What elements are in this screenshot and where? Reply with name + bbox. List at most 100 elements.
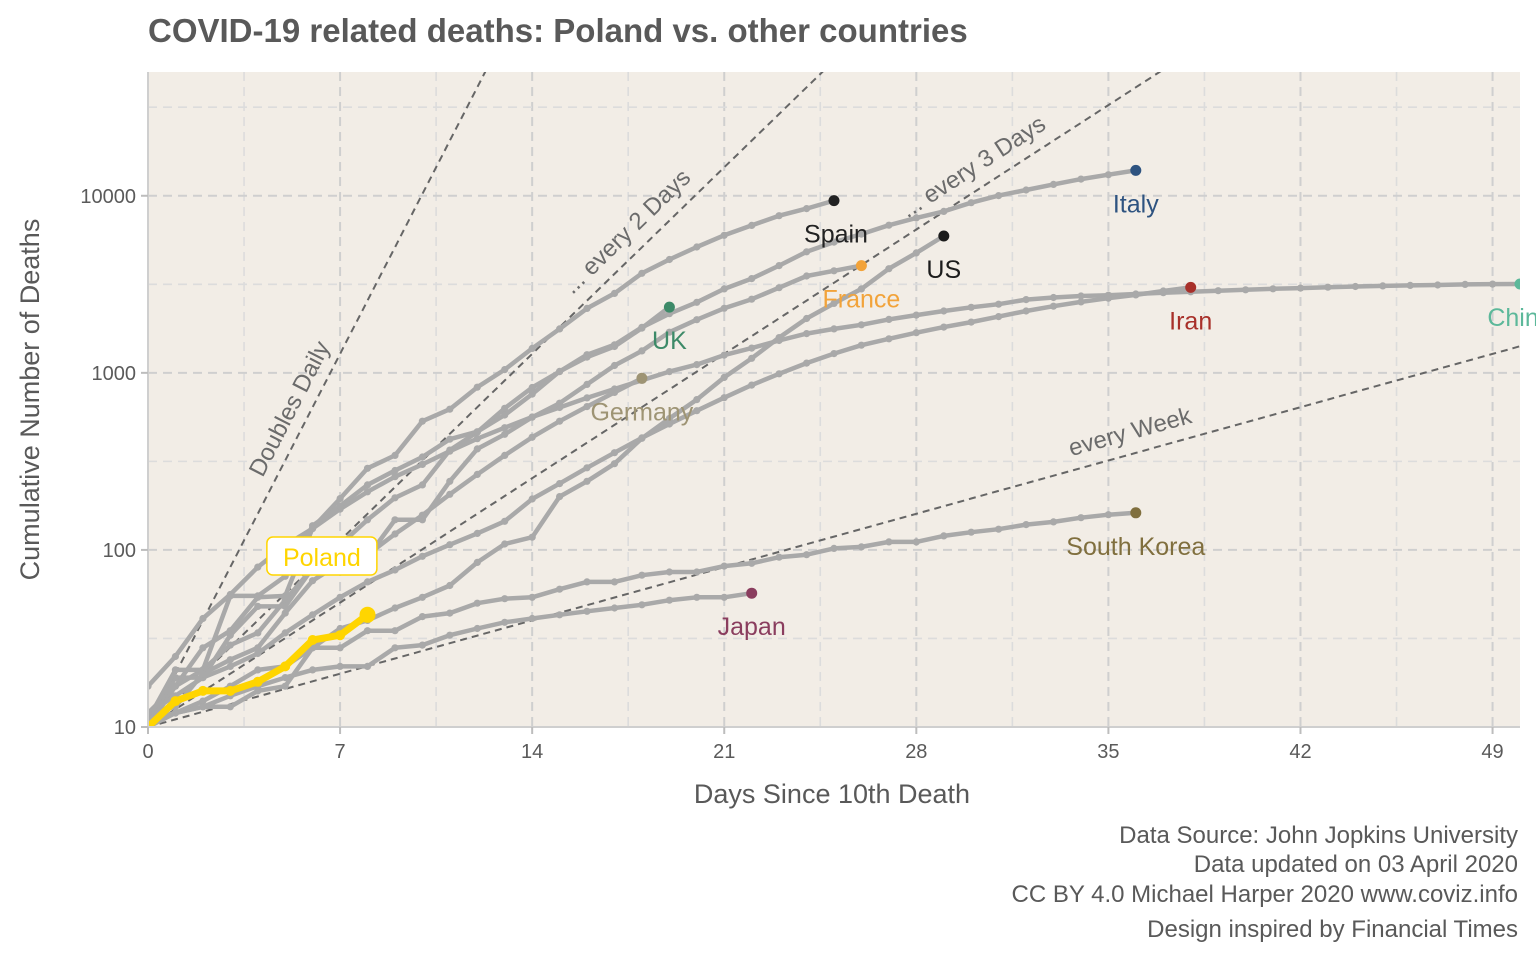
series-line-uk: [148, 304, 672, 722]
data-point: [610, 289, 619, 297]
data-point: [501, 618, 509, 626]
data-point: [171, 652, 179, 661]
y-axis-title: Cumulative Number of Deaths: [15, 219, 45, 581]
data-point: [583, 578, 591, 586]
reference-lines: [148, 72, 1520, 727]
data-point: [610, 388, 619, 396]
data-point: [1049, 180, 1058, 188]
series-label: UK: [652, 327, 687, 355]
series-label: Spain: [804, 221, 868, 249]
data-point: [418, 593, 426, 601]
data-point: [528, 433, 536, 441]
data-point: [1104, 511, 1112, 519]
y-tick-label: 100: [103, 540, 136, 562]
series-end-marker: [663, 301, 675, 313]
data-point: [775, 553, 783, 561]
data-point: [254, 649, 262, 658]
data-point: [995, 300, 1003, 308]
data-point: [501, 404, 509, 412]
data-point: [418, 552, 426, 560]
data-point: [1077, 514, 1085, 522]
data-point: [720, 373, 728, 381]
data-point: [446, 541, 454, 549]
data-point: [803, 359, 811, 367]
data-point: [1022, 296, 1030, 304]
data-point: [1489, 280, 1497, 288]
data-point: [473, 599, 481, 607]
data-point: [418, 511, 426, 519]
data-point: [583, 464, 591, 472]
data-point: [556, 325, 564, 333]
series-label: US: [926, 256, 961, 284]
series-label: Iran: [1169, 307, 1212, 335]
series-group: [148, 164, 1520, 727]
data-point: [556, 399, 564, 407]
data-point: [473, 470, 481, 478]
data-point: [803, 551, 811, 559]
x-tick-label: 14: [521, 741, 543, 763]
data-point: [693, 361, 701, 369]
series-end-marker: [855, 260, 867, 272]
data-point: [940, 532, 948, 540]
data-point: [418, 453, 426, 461]
highlight-point: [280, 661, 291, 672]
data-point: [501, 424, 509, 432]
data-point: [226, 703, 234, 711]
data-point: [391, 494, 399, 502]
data-point: [857, 230, 866, 238]
highlight-point: [170, 696, 181, 707]
data-point: [638, 571, 646, 579]
highlight-point: [335, 630, 346, 641]
data-point: [473, 558, 481, 567]
caption-line: CC BY 4.0 Michael Harper 2020 www.coviz.…: [1012, 881, 1518, 908]
data-point: [1434, 281, 1442, 289]
data-point: [1461, 280, 1469, 288]
data-point: [336, 662, 344, 671]
data-point: [995, 313, 1003, 321]
data-point: [967, 303, 975, 311]
data-point: [665, 328, 674, 336]
chart-title: COVID-19 related deaths: Poland vs. othe…: [148, 12, 968, 49]
data-point: [1324, 283, 1332, 291]
data-point: [885, 335, 893, 343]
data-point: [254, 644, 262, 652]
data-point: [583, 380, 591, 388]
data-point: [803, 314, 811, 323]
reference-line: [148, 345, 1520, 727]
data-point: [528, 533, 536, 541]
series-end-marker: [828, 195, 840, 207]
data-point: [391, 566, 399, 574]
data-point: [391, 530, 399, 538]
data-point: [1351, 282, 1359, 291]
data-point: [363, 627, 372, 635]
data-point: [912, 214, 920, 222]
data-point: [583, 394, 591, 402]
data-point: [309, 577, 317, 585]
data-point: [693, 396, 701, 404]
data-point: [665, 414, 674, 423]
highlight-point: [225, 685, 236, 696]
data-point: [556, 611, 564, 619]
series-end-marker: [1130, 507, 1142, 519]
data-point: [693, 316, 701, 324]
data-point: [610, 361, 619, 370]
data-point: [1049, 518, 1058, 526]
data-point: [226, 592, 234, 600]
data-point: [446, 581, 454, 590]
data-point: [885, 538, 893, 546]
data-point: [830, 325, 838, 333]
data-point: [665, 368, 674, 376]
data-point: [391, 451, 399, 459]
data-point: [665, 568, 674, 576]
data-point: [473, 624, 481, 633]
data-point: [1077, 298, 1085, 306]
data-point: [583, 403, 591, 411]
data-point: [336, 644, 344, 652]
data-point: [803, 205, 811, 213]
x-tick-label: 42: [1289, 741, 1311, 763]
data-point: [171, 666, 179, 674]
data-point: [912, 311, 920, 319]
data-point: [199, 703, 207, 711]
highlight-point: [197, 685, 208, 696]
data-point: [199, 614, 207, 623]
